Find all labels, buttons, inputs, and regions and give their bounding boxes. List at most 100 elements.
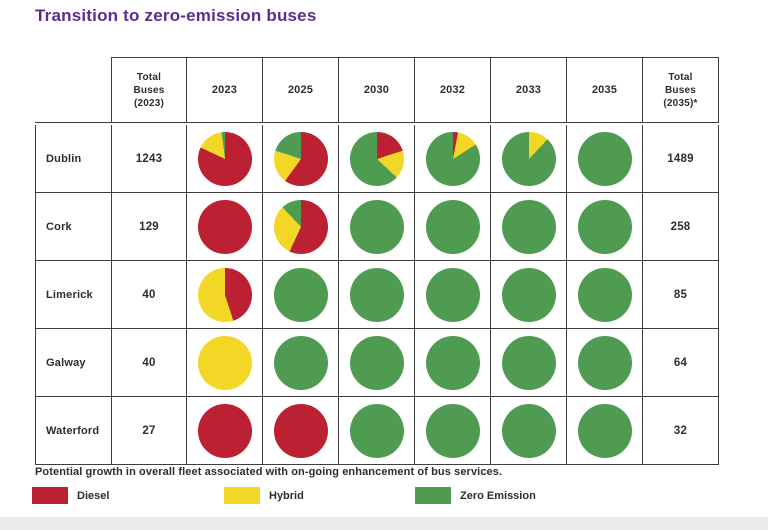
legend-item-hybrid: Hybrid [224, 487, 304, 504]
pie-chart-limerick-2033 [501, 267, 556, 322]
pie-chart-cork-2035 [577, 199, 632, 254]
legend-label-hybrid: Hybrid [269, 489, 304, 502]
total-buses-2035-galway: 64 [643, 329, 719, 397]
pie-cell-galway-2030 [339, 329, 415, 397]
column-header-label: 2032 [439, 84, 466, 96]
pie-chart-waterford-2030 [349, 403, 404, 458]
pie-chart-waterford-2033 [501, 403, 556, 458]
pie-cell-galway-2033 [491, 329, 567, 397]
total-buses-2023-waterford: 27 [112, 397, 187, 465]
pie-cell-galway-2023 [187, 329, 263, 397]
pie-cell-waterford-2025 [263, 397, 339, 465]
row-header-galway: Galway [35, 329, 112, 397]
pie-cell-cork-2033 [491, 193, 567, 261]
pie-chart-limerick-2023 [197, 267, 252, 322]
total-buses-2023-dublin: 1243 [112, 125, 187, 193]
pie-chart-dublin-2023 [197, 131, 252, 186]
total-buses-2035-waterford: 32 [643, 397, 719, 465]
legend: Diesel Hybrid Zero Emission [0, 487, 768, 511]
row-header-waterford: Waterford [35, 397, 112, 465]
pie-cell-dublin-2023 [187, 125, 263, 193]
column-header: 2025 [263, 57, 339, 123]
total-buses-2023-limerick: 40 [112, 261, 187, 329]
pie-chart-waterford-2025 [273, 403, 328, 458]
pie-cell-waterford-2032 [415, 397, 491, 465]
pie-chart-cork-2025 [273, 199, 328, 254]
total-buses-2035-dublin: 1489 [643, 125, 719, 193]
column-header-label: Total Buses (2023) [133, 71, 165, 109]
footnote: Potential growth in overall fleet associ… [35, 466, 503, 478]
column-header-label: 2035 [591, 84, 618, 96]
legend-label-diesel: Diesel [77, 489, 110, 502]
legend-swatch-zero-emission [415, 487, 451, 504]
pie-chart-limerick-2035 [577, 267, 632, 322]
bottom-bar [0, 517, 768, 530]
legend-item-zero-emission: Zero Emission [415, 487, 536, 504]
column-header-label: 2025 [287, 84, 314, 96]
pie-chart-waterford-2032 [425, 403, 480, 458]
pie-chart-limerick-2025 [273, 267, 328, 322]
pie-chart-limerick-2032 [425, 267, 480, 322]
pie-chart-galway-2030 [349, 335, 404, 390]
pie-chart-dublin-2033 [501, 131, 556, 186]
pie-cell-dublin-2032 [415, 125, 491, 193]
pie-cell-waterford-2033 [491, 397, 567, 465]
pie-cell-cork-2032 [415, 193, 491, 261]
pie-cell-dublin-2030 [339, 125, 415, 193]
pie-chart-galway-2035 [577, 335, 632, 390]
corner-cell [35, 57, 112, 123]
pie-cell-cork-2030 [339, 193, 415, 261]
pie-cell-waterford-2030 [339, 397, 415, 465]
legend-item-diesel: Diesel [32, 487, 109, 504]
total-buses-2035-limerick: 85 [643, 261, 719, 329]
pie-cell-limerick-2023 [187, 261, 263, 329]
pie-chart-dublin-2032 [425, 131, 480, 186]
column-header-label: 2030 [363, 84, 390, 96]
column-header: Total Buses (2035)* [643, 57, 719, 123]
pie-cell-limerick-2035 [567, 261, 643, 329]
pie-cell-waterford-2023 [187, 397, 263, 465]
pie-cell-cork-2023 [187, 193, 263, 261]
pie-cell-limerick-2033 [491, 261, 567, 329]
total-buses-2023-galway: 40 [112, 329, 187, 397]
pie-chart-galway-2032 [425, 335, 480, 390]
pie-cell-limerick-2025 [263, 261, 339, 329]
pie-cell-dublin-2033 [491, 125, 567, 193]
bus-transition-table: Total Buses (2023) 2023 2025 2030 2032 2033 20… [35, 57, 719, 465]
column-header: 2030 [339, 57, 415, 123]
pie-cell-limerick-2030 [339, 261, 415, 329]
column-header-label: 2033 [515, 84, 542, 96]
pie-cell-waterford-2035 [567, 397, 643, 465]
row-header-dublin: Dublin [35, 125, 112, 193]
pie-cell-dublin-2025 [263, 125, 339, 193]
total-buses-2023-cork: 129 [112, 193, 187, 261]
pie-cell-dublin-2035 [567, 125, 643, 193]
legend-label-zero-emission: Zero Emission [460, 489, 536, 502]
pie-chart-cork-2030 [349, 199, 404, 254]
pie-chart-limerick-2030 [349, 267, 404, 322]
legend-swatch-diesel [32, 487, 68, 504]
legend-swatch-hybrid [224, 487, 260, 504]
total-buses-2035-cork: 258 [643, 193, 719, 261]
pie-chart-galway-2023 [197, 335, 252, 390]
pie-cell-galway-2035 [567, 329, 643, 397]
column-header: Total Buses (2023) [112, 57, 187, 123]
pie-chart-galway-2033 [501, 335, 556, 390]
column-header: 2033 [491, 57, 567, 123]
page-title: Transition to zero-emission buses [35, 6, 317, 25]
pie-chart-waterford-2023 [197, 403, 252, 458]
pie-chart-cork-2023 [197, 199, 252, 254]
column-header: 2032 [415, 57, 491, 123]
row-header-cork: Cork [35, 193, 112, 261]
pie-chart-dublin-2025 [273, 131, 328, 186]
pie-cell-galway-2032 [415, 329, 491, 397]
pie-cell-galway-2025 [263, 329, 339, 397]
pie-cell-cork-2035 [567, 193, 643, 261]
pie-chart-galway-2025 [273, 335, 328, 390]
pie-chart-dublin-2030 [349, 131, 404, 186]
pie-cell-limerick-2032 [415, 261, 491, 329]
pie-chart-waterford-2035 [577, 403, 632, 458]
column-header: 2035 [567, 57, 643, 123]
pie-chart-dublin-2035 [577, 131, 632, 186]
column-header-label: Total Buses (2035)* [663, 71, 698, 109]
